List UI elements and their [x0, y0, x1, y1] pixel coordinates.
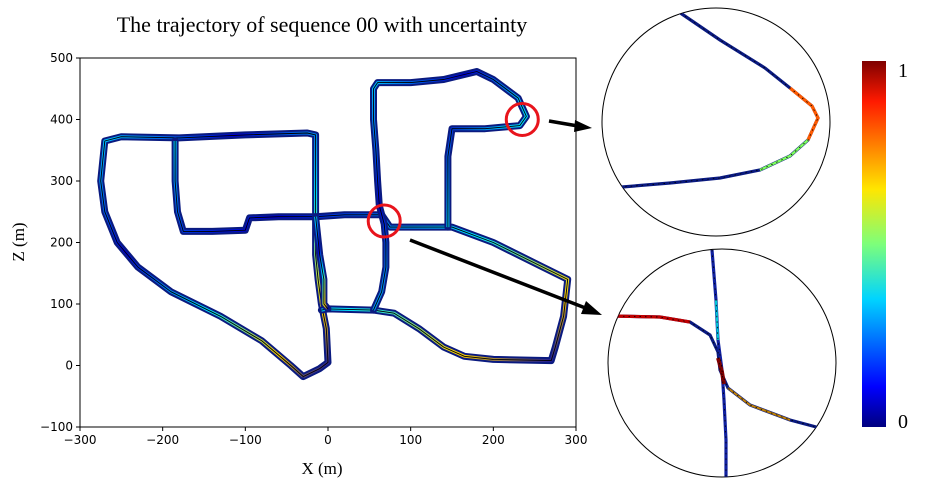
- highlight-circles: [366, 102, 540, 239]
- trajectory-path: [315, 216, 329, 310]
- arrow-top: [548, 119, 579, 128]
- y-tick-label: 200: [50, 236, 73, 250]
- trajectory-series: [97, 68, 572, 381]
- highlight-circle: [366, 203, 402, 239]
- zoom-inset-bottom: [607, 248, 837, 478]
- zoom-inset-top: [601, 7, 831, 237]
- colorbar: [862, 61, 886, 427]
- x-tick-label: −100: [229, 433, 262, 447]
- x-tick-label: 200: [482, 433, 505, 447]
- arrow-bottom-head: [581, 301, 602, 315]
- x-tick-label: −300: [64, 433, 97, 447]
- plot-area: [79, 57, 577, 428]
- trajectory-path: [373, 71, 527, 311]
- inset-top-track-warm: [788, 86, 820, 141]
- y-tick-label: 500: [50, 51, 73, 65]
- y-tick-label: −100: [40, 420, 73, 434]
- trajectory-path: [174, 141, 569, 362]
- y-tick-label: 100: [50, 297, 73, 311]
- y-tick-label: 400: [50, 113, 73, 127]
- x-axis: −300 −200 −100 0 100 200 300: [64, 427, 588, 447]
- chart-title: The trajectory of sequence 00 with uncer…: [117, 12, 528, 37]
- colorbar-max-label: 1: [898, 60, 908, 82]
- y-tick-label: 300: [50, 174, 73, 188]
- zoom-arrows: [409, 119, 602, 315]
- colorbar-min-label: 0: [898, 411, 908, 433]
- x-tick-label: −200: [146, 433, 179, 447]
- x-tick-label: 100: [399, 433, 422, 447]
- x-tick-label: 300: [565, 433, 588, 447]
- y-axis-label: Z (m): [9, 222, 28, 261]
- x-tick-label: 0: [324, 433, 332, 447]
- inset-top-track-mid: [759, 139, 809, 172]
- arrow-bottom: [409, 238, 589, 311]
- y-axis: −100 0 100 200 300 400 500: [40, 51, 80, 434]
- x-axis-label: X (m): [301, 459, 342, 478]
- arrow-top-head: [574, 120, 592, 132]
- highlight-circle: [504, 102, 540, 137]
- y-tick-label: 0: [65, 359, 73, 373]
